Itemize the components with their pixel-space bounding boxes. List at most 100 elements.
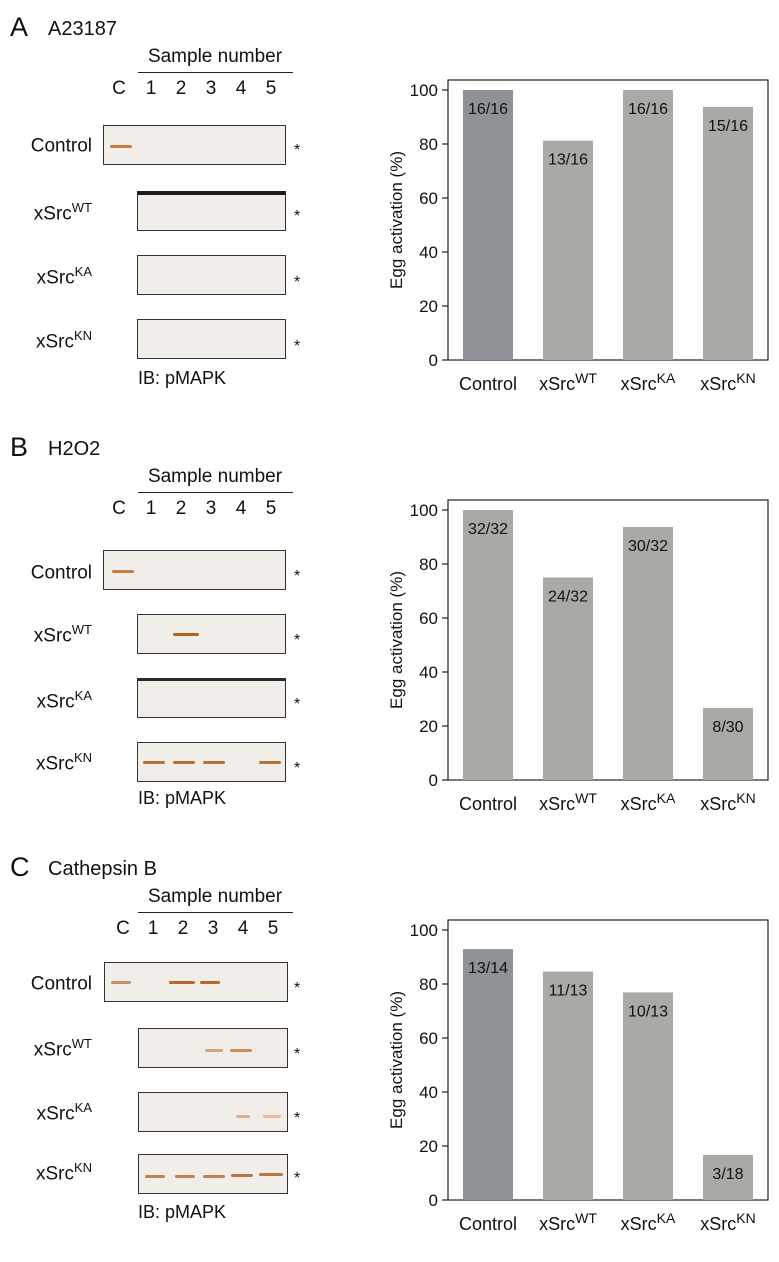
y-tick-label: 60 [419, 189, 438, 208]
lane-label: 4 [235, 78, 247, 99]
blot-band [259, 761, 281, 764]
plot-frame [447, 79, 769, 361]
western-blot-strip [138, 1092, 288, 1132]
y-tick-label: 80 [419, 135, 438, 154]
blot-band [112, 570, 134, 573]
bar-chart: 0 20 40 60 80 100 Egg activation (%) 32/32 Contr… [387, 499, 769, 814]
asterisk: * [294, 980, 301, 997]
ib-label: IB: pMAPK [138, 368, 227, 388]
x-tick-label: xSrcKA [621, 370, 676, 394]
y-tick-label: 40 [419, 243, 438, 262]
blot-band [203, 761, 225, 764]
bar-data-label: 10/13 [628, 1003, 668, 1020]
y-tick-label: 40 [419, 663, 438, 682]
blot-row-label: Control [30, 135, 92, 157]
lane-label: 5 [265, 498, 277, 519]
blot-band [231, 1174, 253, 1177]
bar [703, 707, 753, 780]
plot-frame [447, 499, 769, 781]
western-blot-strip [138, 1028, 288, 1068]
lane-label: C [112, 78, 126, 99]
x-tick-label: xSrcWT [539, 1210, 597, 1234]
y-tick-label: 0 [429, 351, 438, 370]
ib-label: IB: pMAPK [138, 788, 227, 808]
western-blot-strip [137, 319, 286, 359]
asterisk: * [294, 142, 301, 159]
blot-band [205, 1049, 223, 1052]
asterisk: * [294, 1110, 301, 1127]
bar [703, 1154, 753, 1200]
panel-condition: A23187 [48, 18, 117, 40]
blot-band [259, 1173, 283, 1176]
blot-band [173, 633, 199, 636]
bar-data-label: 15/16 [708, 118, 748, 135]
blot-row-label: xSrcKN [35, 328, 92, 353]
x-tick-label: xSrcKA [621, 1210, 676, 1234]
bar [463, 90, 513, 360]
asterisk: * [294, 1046, 301, 1063]
x-tick-label: Control [459, 1214, 517, 1234]
lane-label: C [112, 498, 126, 519]
bar [623, 992, 673, 1200]
y-tick-label: 0 [429, 771, 438, 790]
x-tick-label: xSrcKN [700, 370, 755, 394]
y-tick-label: 60 [419, 609, 438, 628]
western-blot-strip [103, 125, 286, 165]
blot-row-label: xSrcKA [36, 688, 92, 713]
western-blot-strip [104, 962, 288, 1002]
blot-row-label: xSrcKN [35, 1160, 92, 1185]
ib-label: IB: pMAPK [138, 1202, 227, 1222]
lane-label: 5 [265, 78, 277, 99]
bar-data-label: 3/18 [712, 1166, 743, 1183]
blot-row-label: xSrcKA [36, 264, 92, 289]
bar-data-label: 11/13 [549, 983, 588, 1000]
sample-header-rule [138, 492, 293, 493]
asterisk: * [294, 760, 301, 777]
panel-condition: H2O2 [48, 438, 101, 460]
blot-band [230, 1049, 252, 1052]
bar [623, 526, 673, 780]
lane-label: 1 [145, 498, 157, 519]
y-axis-label: Egg activation (%) [387, 151, 406, 289]
blot-band [175, 1175, 195, 1178]
sample-number-header: Sample number [147, 886, 283, 907]
y-tick-label: 100 [410, 81, 438, 100]
x-tick-label: xSrcWT [539, 370, 597, 394]
x-tick-label: xSrcKN [700, 1210, 755, 1234]
blot-band [145, 1175, 165, 1178]
asterisk: * [294, 568, 301, 585]
bar-chart: 0 20 40 60 80 100 Egg activation (%) 16/16 Contr… [387, 79, 769, 394]
blot-band [236, 1115, 250, 1118]
y-tick-label: 60 [419, 1029, 438, 1048]
y-axis-label: Egg activation (%) [387, 991, 406, 1129]
western-blot-strip [103, 550, 286, 590]
blot-band [263, 1115, 281, 1118]
blot-row-label: xSrcKN [35, 750, 92, 775]
bar [543, 577, 593, 780]
lane-label: 2 [175, 78, 187, 99]
asterisk: * [294, 632, 301, 649]
bar [463, 510, 513, 780]
bar [543, 140, 593, 360]
sample-number-header: Sample number [147, 466, 283, 487]
asterisk: * [294, 338, 301, 355]
blot-band [169, 981, 195, 984]
bar-data-label: 16/16 [468, 101, 508, 118]
bar-data-label: 16/16 [628, 101, 668, 118]
blot-band [203, 1175, 225, 1178]
bar-data-label: 30/32 [628, 538, 668, 555]
asterisk: * [294, 208, 301, 225]
bar-data-label: 13/16 [548, 152, 588, 169]
blot-row-label: xSrcKA [36, 1100, 92, 1125]
western-blot-strip [137, 742, 286, 782]
blot-band [111, 981, 131, 984]
lane-label: 3 [207, 918, 219, 939]
blot-row-label: Control [30, 973, 92, 995]
blot-band [143, 761, 165, 764]
sample-header-rule [138, 912, 293, 913]
asterisk: * [294, 274, 301, 291]
x-tick-label: xSrcKN [700, 790, 755, 814]
panel-a: A A23187 Sample number C 1 2 3 4 5 Contr… [0, 12, 779, 422]
y-tick-label: 100 [410, 921, 438, 940]
western-blot-strip [137, 191, 286, 231]
